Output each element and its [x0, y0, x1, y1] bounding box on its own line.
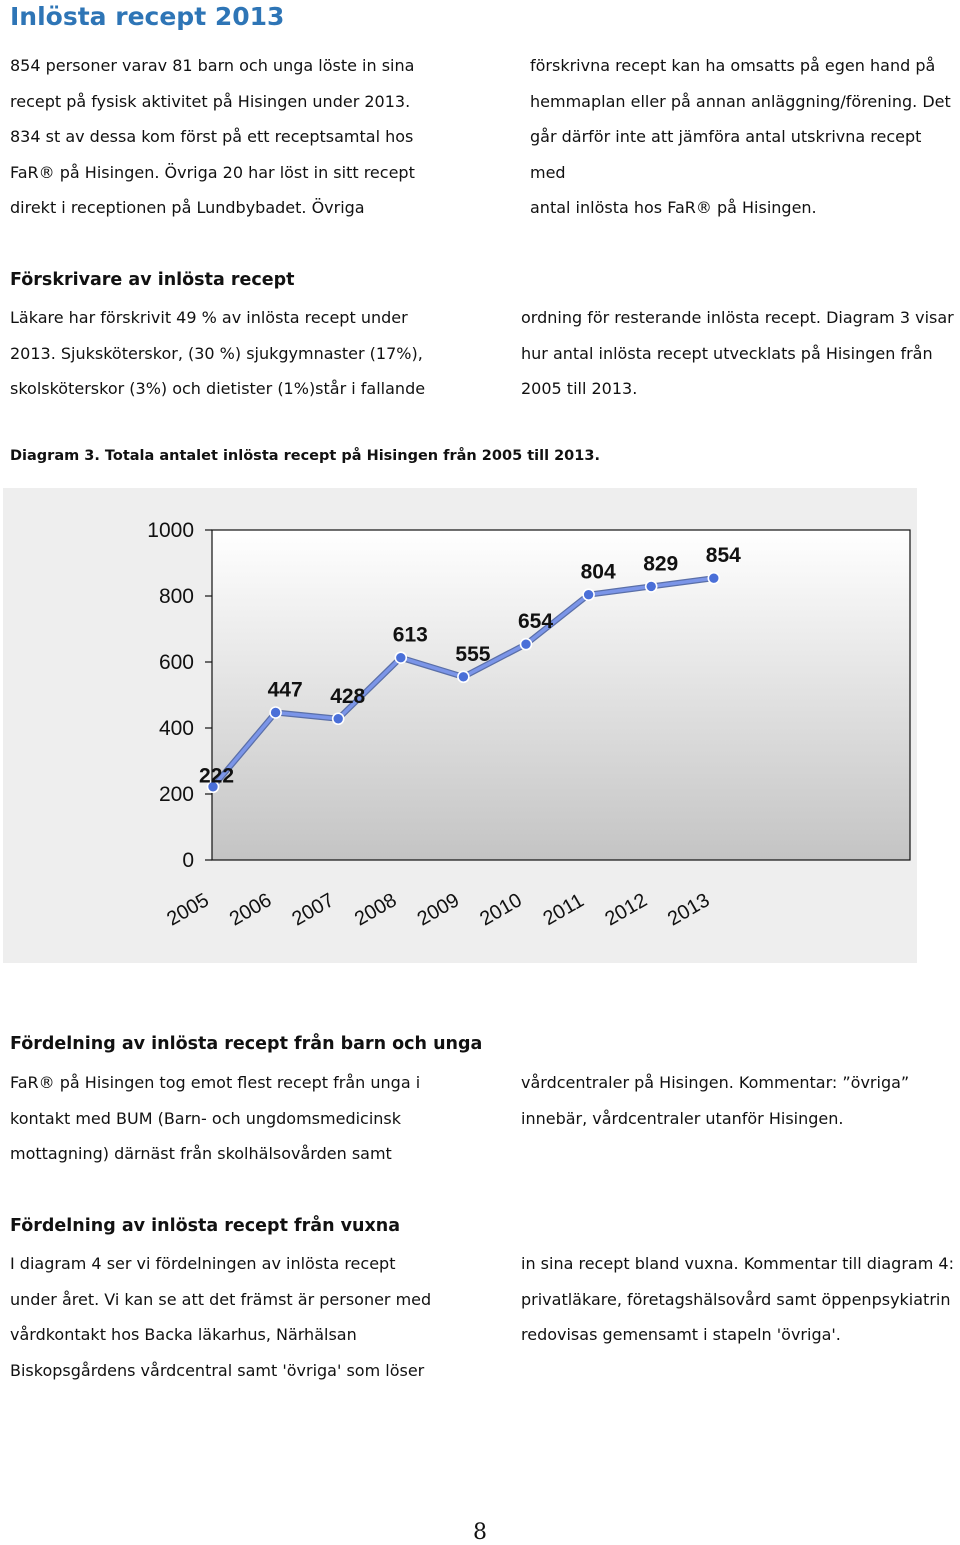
text-line: går därför inte att jämföra antal utskri…: [530, 127, 922, 182]
page-number: 8: [473, 1520, 487, 1545]
data-label: 222: [199, 765, 234, 788]
text-line: FaR® på Hisingen tog emot flest recept f…: [10, 1073, 421, 1092]
intro-right-column: förskrivna recept kan ha omsatts på egen…: [530, 48, 960, 226]
text-line: vårdcentraler på Hisingen. Kommentar: ”ö…: [521, 1073, 910, 1092]
section-heading-children: Fördelning av inlösta recept från barn o…: [10, 1034, 483, 1054]
data-label: 804: [581, 561, 616, 584]
text-line: mottagning) därnäst från skolhälsovården…: [10, 1144, 392, 1164]
adults-right-column: in sina recept bland vuxna. Kommentar ti…: [521, 1246, 960, 1353]
prescribers-left-column: Läkare har förskrivit 49 % av inlösta re…: [10, 300, 500, 407]
data-label: 613: [393, 624, 428, 647]
text-line: recept på fysisk aktivitet på Hisingen u…: [10, 91, 411, 111]
diagram-caption: Diagram 3. Totala antalet inlösta recept…: [10, 448, 600, 464]
y-tick-label: 800: [159, 585, 194, 608]
text-line: 2005 till 2013.: [521, 379, 638, 399]
text-line: FaR® på Hisingen. Övriga 20 har löst in …: [10, 162, 415, 182]
text-line: under året. Vi kan se att det främst är …: [10, 1289, 432, 1309]
children-right-column: vårdcentraler på Hisingen. Kommentar: ”ö…: [521, 1065, 960, 1136]
text-line: antal inlösta hos FaR® på Hisingen.: [530, 198, 817, 218]
data-point: [519, 637, 533, 651]
data-label: 654: [518, 610, 553, 633]
data-label: 854: [706, 544, 741, 567]
text-line: Läkare har förskrivit 49 % av inlösta re…: [10, 308, 408, 327]
text-line: vårdkontakt hos Backa läkarhus, Närhälsa…: [10, 1325, 357, 1345]
intro-left-column: 854 personer varav 81 barn och unga löst…: [10, 48, 480, 226]
adults-left-column: I diagram 4 ser vi fördelningen av inlös…: [10, 1246, 500, 1388]
text-line: 834 st av dessa kom först på ett recepts…: [10, 127, 414, 147]
plot-area: [211, 529, 911, 861]
page-title: Inlösta recept 2013: [10, 2, 285, 31]
data-point: [457, 670, 470, 684]
data-point: [582, 588, 595, 601]
chart-svg: 0 200 400 600 800 1000 222 447 428 613 555 654 804 8…: [3, 488, 917, 963]
data-point: [707, 571, 721, 585]
data-point: [644, 580, 658, 593]
text-line: innebär, vårdcentraler utanför Hisingen.: [521, 1108, 844, 1128]
text-line: hur antal inlösta recept utvecklats på H…: [521, 343, 933, 363]
text-line: förskrivna recept kan ha omsatts på egen…: [530, 56, 936, 75]
text-line: skolsköterskor (3%) och dietister (1%)st…: [10, 379, 426, 399]
text-line: 2013. Sjuksköterskor, (30 %) sjukgymnast…: [10, 343, 423, 363]
section-heading-prescribers: Förskrivare av inlösta recept: [10, 270, 295, 290]
data-point: [269, 706, 282, 719]
data-label: 428: [330, 685, 365, 708]
y-tick-label: 600: [159, 651, 194, 674]
text-line: direkt i receptionen på Lundbybadet. Övr…: [10, 198, 365, 218]
y-tick-label: 0: [182, 849, 194, 872]
line-chart: 0 200 400 600 800 1000 222 447 428 613 555 654 804 8…: [0, 480, 920, 965]
data-point: [394, 651, 408, 665]
text-line: kontakt med BUM (Barn- och ungdomsmedici…: [10, 1108, 402, 1128]
text-line: privatläkare, företagshälsovård samt öpp…: [521, 1289, 951, 1309]
data-label: 829: [643, 552, 678, 575]
text-line: redovisas gemensamt i stapeln 'övriga'.: [521, 1325, 841, 1345]
text-line: I diagram 4 ser vi fördelningen av inlös…: [10, 1254, 396, 1273]
text-line: 854 personer varav 81 barn och unga löst…: [10, 56, 415, 75]
text-line: Biskopsgårdens vårdcentral samt 'övriga'…: [10, 1360, 425, 1380]
prescribers-right-column: ordning för resterande inlösta recept. D…: [521, 300, 960, 407]
y-tick-label: 200: [159, 783, 194, 806]
data-label: 447: [268, 678, 303, 701]
data-label: 555: [455, 643, 490, 666]
text-line: hemmaplan eller på annan anläggning/före…: [530, 91, 951, 111]
children-left-column: FaR® på Hisingen tog emot flest recept f…: [10, 1065, 500, 1172]
y-tick-label: 400: [159, 717, 194, 740]
text-line: ordning för resterande inlösta recept. D…: [521, 308, 954, 327]
data-point: [206, 780, 220, 794]
data-point: [331, 712, 345, 726]
text-line: in sina recept bland vuxna. Kommentar ti…: [521, 1254, 954, 1273]
y-tick-label: 1000: [147, 519, 194, 542]
section-heading-adults: Fördelning av inlösta recept från vuxna: [10, 1216, 401, 1236]
